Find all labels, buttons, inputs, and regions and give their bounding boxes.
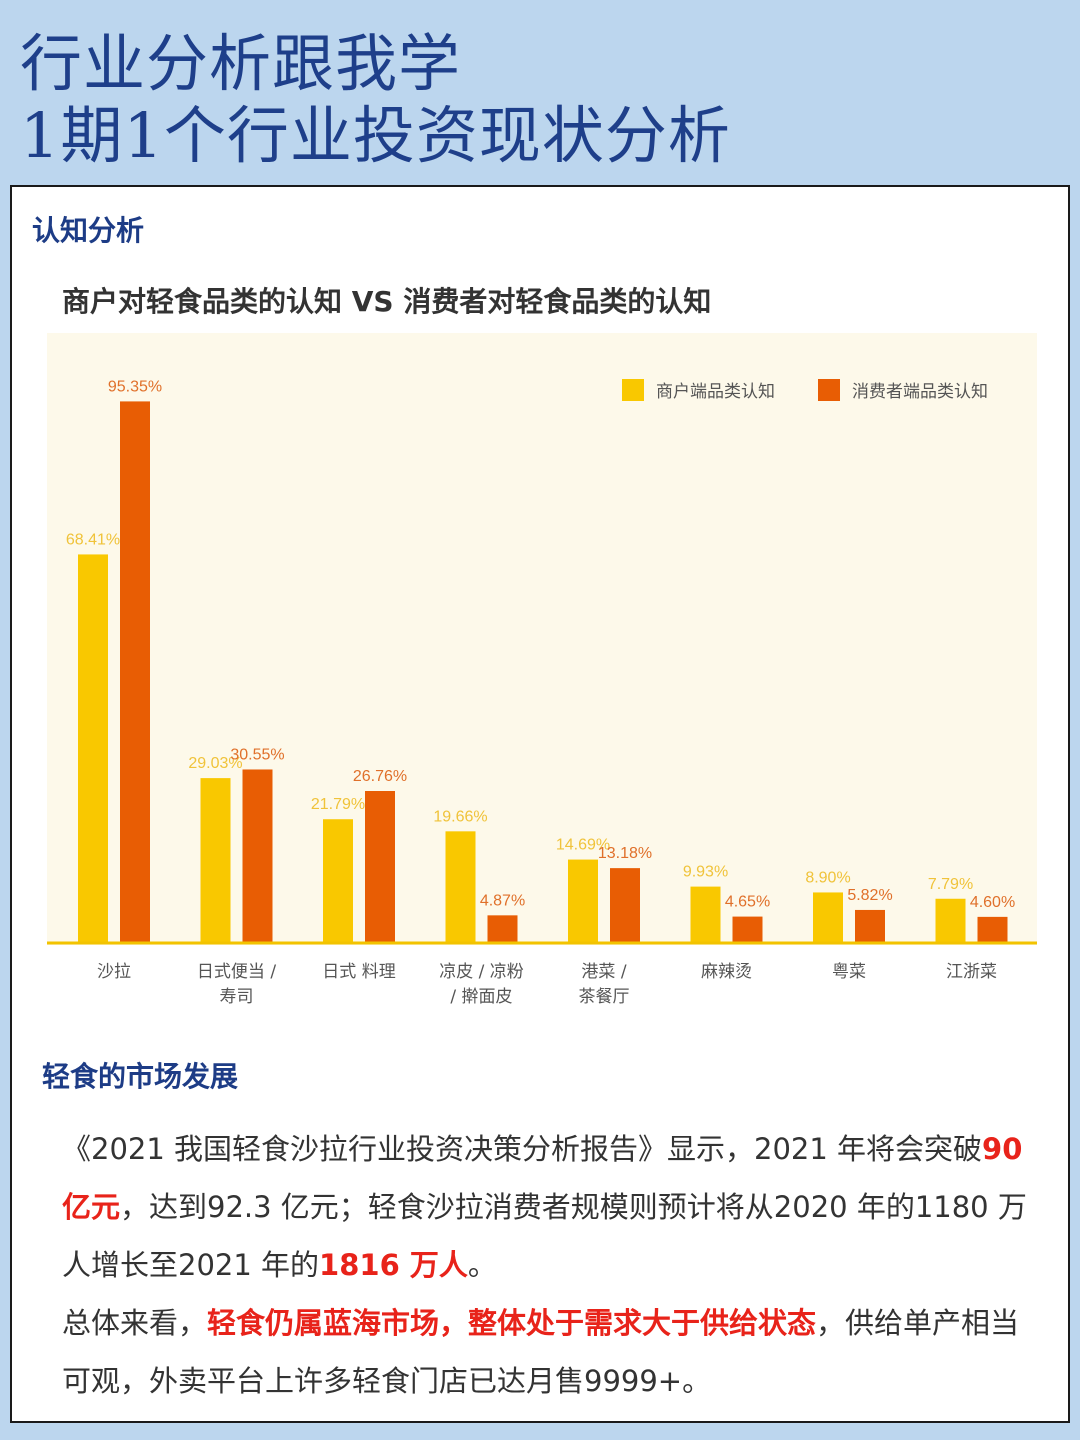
market-paragraph: 《2021 我国轻食沙拉行业投资决策分析报告》显示，2021 年将会突破90 亿… xyxy=(62,1120,1042,1410)
category-label: 沙拉 xyxy=(97,962,131,982)
section-title-market: 轻食的市场发展 xyxy=(42,1060,239,1093)
data-label-merchant: 7.79% xyxy=(928,876,973,893)
bar-consumer xyxy=(732,916,763,943)
bar-consumer xyxy=(365,791,395,943)
paragraph-2: 总体来看，轻食仍属蓝海市场，整体处于需求大于供给状态，供给单产相当可观，外卖平台… xyxy=(62,1294,1042,1410)
category-label: 江浙菜 xyxy=(946,962,997,982)
bar-consumer xyxy=(120,401,150,943)
category-label: 日式便当 / xyxy=(197,962,276,982)
content-card: 认知分析 商户对轻食品类的认知 VS 消费者对轻食品类的认知 商户端品类认知 消… xyxy=(10,185,1070,1423)
bar-merchant xyxy=(323,819,353,943)
legend-swatch-merchant xyxy=(622,378,644,401)
data-label-consumer: 95.35% xyxy=(108,378,162,395)
bar-consumer xyxy=(855,909,885,943)
legend-swatch-consumer xyxy=(818,378,840,401)
header-title-line2: 1期1个行业投资现状分析 xyxy=(20,99,731,172)
data-label-merchant: 14.69% xyxy=(556,837,610,854)
p2-highlight: 轻食仍属蓝海市场，整体处于需求大于供给状态 xyxy=(207,1306,817,1340)
data-label-merchant: 8.90% xyxy=(805,869,850,886)
bar-merchant xyxy=(445,831,476,943)
category-label: 茶餐厅 xyxy=(579,987,630,1007)
category-label: 凉皮 / 凉粉 xyxy=(439,962,524,982)
category-label: 日式 料理 xyxy=(322,962,395,982)
data-label-consumer: 5.82% xyxy=(847,887,892,904)
bar-consumer xyxy=(610,868,640,943)
p2-text-b: ，供给单产相当可观，外卖平台上许多轻食门店已达月售9999+。 xyxy=(62,1306,1020,1398)
bar-consumer xyxy=(242,769,273,943)
data-label-consumer: 26.76% xyxy=(353,768,407,785)
legend-label-consumer: 消费者端品类认知 xyxy=(852,382,988,402)
chart-title: 商户对轻食品类的认知 VS 消费者对轻食品类的认知 xyxy=(62,285,712,318)
bar-chart: 68.41% 95.35% 沙拉 29.03%30.55% 日式便当 / 寿司 21.79%… xyxy=(47,378,1037,1007)
bar-merchant xyxy=(568,859,598,943)
p1-highlight-revenue: 90 亿元 xyxy=(62,1132,1023,1224)
legend-item-consumer: 消费者端品类认知 xyxy=(818,377,988,402)
category-label: 麻辣烫 xyxy=(701,962,752,982)
data-label-merchant: 19.66% xyxy=(433,808,487,825)
bar-merchant xyxy=(690,886,721,943)
data-label-consumer: 4.65% xyxy=(725,894,770,911)
legend-label-merchant: 商户端品类认知 xyxy=(656,382,775,402)
data-label-consumer: 30.55% xyxy=(230,746,284,763)
bar-merchant xyxy=(813,892,843,943)
category-label: / 擀面皮 xyxy=(450,987,512,1007)
data-label-consumer: 4.60% xyxy=(970,894,1015,911)
bar-merchant xyxy=(935,898,966,943)
bar-consumer xyxy=(977,916,1008,943)
header-title-line1: 行业分析跟我学 xyxy=(20,27,462,100)
bar-consumer xyxy=(487,915,518,943)
data-label-merchant: 9.93% xyxy=(683,864,728,881)
p1-text-b: ，达到92.3 亿元；轻食沙拉消费者规模则预计将从2020 年的1180 万人增… xyxy=(62,1190,1027,1282)
p1-text-a: 《2021 我国轻食沙拉行业投资决策分析报告》显示，2021 年将会突破 xyxy=(62,1132,983,1166)
category-label: 粤菜 xyxy=(832,962,866,982)
p1-highlight-consumers: 1816 万人 xyxy=(319,1248,468,1282)
page-header: 行业分析跟我学 1期1个行业投资现状分析 xyxy=(20,28,1060,172)
bar-merchant xyxy=(78,554,108,943)
data-label-consumer: 4.87% xyxy=(480,892,525,909)
bar-merchant xyxy=(200,778,231,943)
data-label-merchant: 29.03% xyxy=(188,755,242,772)
p1-text-c: 。 xyxy=(467,1248,497,1282)
category-label: 寿司 xyxy=(220,987,254,1007)
data-label-merchant: 21.79% xyxy=(311,796,365,813)
paragraph-1: 《2021 我国轻食沙拉行业投资决策分析报告》显示，2021 年将会突破90 亿… xyxy=(62,1120,1042,1294)
legend-item-merchant: 商户端品类认知 xyxy=(622,377,775,402)
category-label: 港菜 / xyxy=(581,962,626,982)
data-label-merchant: 68.41% xyxy=(66,531,120,548)
p2-text-a: 总体来看， xyxy=(62,1306,208,1340)
data-label-consumer: 13.18% xyxy=(598,845,652,862)
section-title-cognition: 认知分析 xyxy=(32,214,145,247)
